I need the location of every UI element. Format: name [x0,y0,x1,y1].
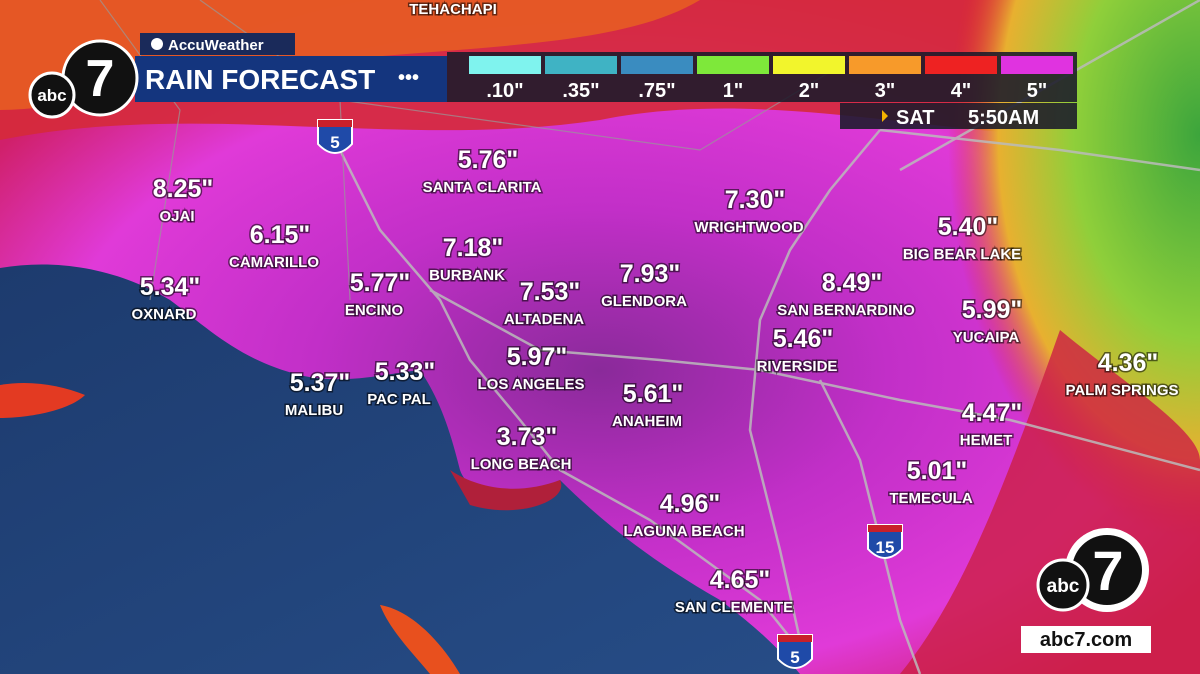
city-name: TEMECULA [889,490,972,507]
time-box [840,103,1077,129]
rain-amount: 5.61" [623,380,684,408]
rain-amount: 7.18" [443,234,504,262]
rain-amount: 5.37" [290,369,351,397]
city-name: BURBANK [429,267,505,284]
city-name: OJAI [159,208,194,225]
logo-channel: 7 [86,50,115,108]
logo-bottom: abc 7 abc7.com [1021,528,1151,653]
time: 5:50AM [968,107,1039,129]
city-name: SANTA CLARITA [423,179,542,196]
legend-label: 2" [799,80,820,102]
rain-amount: 5.77" [350,269,411,297]
city-name: OXNARD [131,306,196,323]
legend-swatch [773,56,845,74]
rain-amount: 5.40" [938,213,999,241]
rain-amount: 8.25" [153,175,214,203]
city-name: SAN BERNARDINO [777,302,915,319]
logo-channel: 7 [1092,539,1123,602]
legend-swatch [925,56,997,74]
legend-label: 4" [951,80,972,102]
time-day: SAT [896,107,935,129]
rain-amount: 4.47" [962,399,1023,427]
time-arrow [882,110,888,122]
city-name: BIG BEAR LAKE [903,246,1021,263]
city-name: SAN CLEMENTE [675,599,793,616]
legend-swatch [545,56,617,74]
rain-amount: 4.65" [710,566,771,594]
logo-top: abc 7 [28,39,139,119]
city-name: GLENDORA [601,293,687,310]
city-name: LOS ANGELES [478,376,585,393]
rain-amount: 3.73" [497,423,558,451]
rain-amount: 5.76" [458,146,519,174]
title-dots: ••• [398,67,419,89]
rain-amount: 5.34" [140,273,201,301]
rain-amount: 8.49" [822,269,883,297]
rain-amount: 6.15" [250,221,311,249]
rain-amount: 5.99" [962,296,1023,324]
shield [777,634,813,669]
city-name: HEMET [960,432,1013,449]
legend-swatch [469,56,541,74]
rain-amount: 5.46" [773,325,834,353]
shield-number: 15 [876,538,895,557]
rain-amount: 7.53" [520,278,581,306]
rain-amount: 4.96" [660,490,721,518]
title: RAIN FORECAST [145,64,375,95]
legend-label: 3" [875,80,896,102]
city-name: MALIBU [285,402,343,419]
city-name: WRIGHTWOOD [694,219,803,236]
shield-top [318,120,352,127]
legend-label: .10" [486,80,523,102]
highway-shields: 5 15 5 [317,119,903,669]
logo-network: abc [37,86,66,105]
shield-top [778,635,812,642]
rain-amount: 5.97" [507,343,568,371]
city-name: RIVERSIDE [757,358,838,375]
legend-label: .75" [638,80,675,102]
legend-label: 5" [1027,80,1048,102]
provider-box [140,33,295,55]
place-label: TEHACHAPI [409,1,497,18]
website: abc7.com [1040,629,1132,651]
city-name: YUCAIPA [953,329,1020,346]
shield-number: 5 [330,133,339,152]
city-name: CAMARILLO [229,254,319,271]
city-name: ALTADENA [504,311,584,328]
city-name: ANAHEIM [612,413,682,430]
logo-network: abc [1047,576,1080,597]
shield [867,524,903,559]
city-name: PAC PAL [367,391,431,408]
provider: AccuWeather [168,37,264,54]
title-box [135,56,447,102]
shield [317,119,353,154]
legend: .10" .35" .75" 1" 2" 3" 4" 5" [469,56,1073,102]
sun-icon [151,38,163,50]
shield-top [868,525,902,532]
shield-number: 5 [790,648,799,667]
rain-amount: 5.01" [907,457,968,485]
rain-amount: 4.36" [1098,349,1159,377]
legend-swatch [849,56,921,74]
rain-amount: 7.93" [620,260,681,288]
city-name: LONG BEACH [471,456,572,473]
rain-amount: 5.33" [375,358,436,386]
legend-swatch [697,56,769,74]
legend-label: .35" [562,80,599,102]
legend-label: 1" [723,80,744,102]
legend-swatch [621,56,693,74]
city-name: ENCINO [345,302,404,319]
city-name: LAGUNA BEACH [623,523,744,540]
rain-amount: 7.30" [725,186,786,214]
legend-swatch [1001,56,1073,74]
city-name: PALM SPRINGS [1065,382,1178,399]
city-labels: 5.76" SANTA CLARITA 8.25" OJAI 6.15" CAMARILL… [130,145,1180,618]
